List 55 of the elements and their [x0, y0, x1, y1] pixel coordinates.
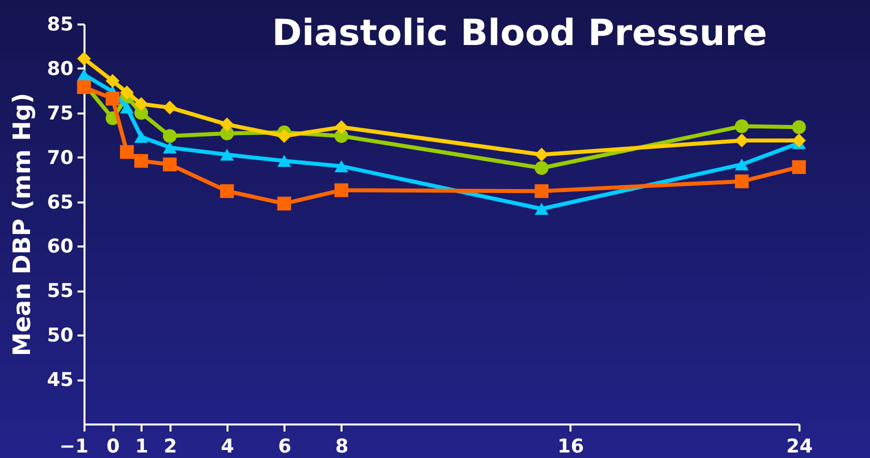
point — [162, 158, 177, 172]
y-tick-label: 50 — [47, 324, 74, 347]
point — [792, 120, 806, 134]
point — [220, 118, 234, 132]
point — [734, 158, 749, 170]
x-tick-label: −1 — [59, 436, 88, 458]
point — [277, 129, 292, 143]
point — [106, 92, 120, 106]
point — [334, 183, 348, 198]
y-tick-label: 80 — [47, 58, 74, 80]
y-tick-label: 85 — [47, 14, 74, 36]
point — [534, 202, 548, 215]
y-tick-label: 75 — [47, 102, 74, 124]
point — [734, 134, 749, 148]
point — [277, 154, 292, 167]
point — [334, 120, 348, 134]
x-tick-label: 6 — [278, 436, 292, 458]
chart-title: Diastolic Blood Pressure — [272, 13, 768, 54]
point — [792, 134, 806, 148]
point — [534, 161, 548, 175]
point — [120, 102, 134, 114]
point — [534, 184, 548, 198]
x-tick-label: 4 — [220, 436, 234, 458]
x-tick-label: 24 — [786, 436, 813, 458]
point — [734, 174, 749, 188]
point — [220, 148, 234, 161]
point — [792, 160, 806, 174]
x-tick-label: 1 — [135, 436, 148, 458]
point — [77, 80, 91, 94]
y-axis-title: Mean DBP (mm Hg) — [8, 92, 36, 356]
y-tick-label: 45 — [47, 369, 74, 392]
point — [120, 145, 134, 159]
point — [134, 97, 148, 111]
point — [134, 130, 148, 143]
y-tick-label: 60 — [47, 236, 74, 258]
point — [534, 148, 548, 162]
x-tick-label: 16 — [557, 436, 584, 458]
y-tick-label: 70 — [47, 146, 74, 169]
y-tick-label: 55 — [47, 280, 74, 302]
point — [77, 52, 91, 66]
point — [334, 160, 348, 172]
point — [162, 100, 177, 114]
point — [106, 74, 120, 88]
point — [734, 119, 749, 134]
point — [120, 86, 134, 100]
point — [162, 142, 177, 154]
x-tick-label: 2 — [164, 436, 177, 458]
point — [162, 129, 177, 143]
x-tick-label: 0 — [106, 436, 120, 458]
x-tick-label: 8 — [335, 436, 349, 458]
point — [277, 196, 292, 210]
y-tick-label: 65 — [47, 191, 74, 214]
point — [77, 68, 91, 81]
point — [134, 154, 148, 168]
point — [220, 184, 234, 198]
